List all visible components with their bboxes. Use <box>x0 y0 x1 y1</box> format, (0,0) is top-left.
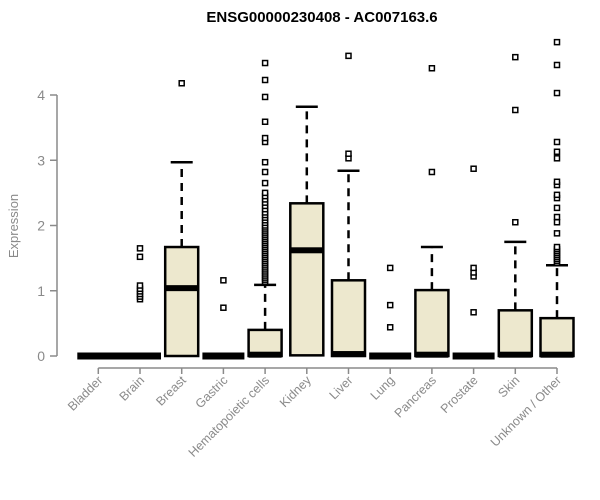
x-tick-label: Bladder <box>65 373 105 413</box>
outlier-point <box>470 309 477 316</box>
outlier-point <box>553 230 561 237</box>
outlier-point <box>512 53 519 61</box>
outlier-point <box>428 64 436 72</box>
outlier-point <box>345 150 352 157</box>
outlier-point <box>553 148 561 156</box>
outlier-point <box>512 106 519 114</box>
box-Pancreas <box>414 288 450 358</box>
x-tick-label: Prostate <box>438 373 481 416</box>
outlier-point <box>386 324 394 331</box>
x-tick-label: Hematopoietic cells <box>186 373 273 460</box>
outlier-point <box>261 59 269 67</box>
box-Skin <box>497 309 534 358</box>
median-line <box>290 247 324 254</box>
box-Kidney <box>289 202 325 357</box>
outlier-point <box>261 189 269 197</box>
x-tick-label: Lung <box>368 373 398 403</box>
y-tick-label: 4 <box>37 87 45 103</box>
x-tick-label: Gastric <box>193 373 231 411</box>
outlier-point <box>553 213 561 221</box>
outlier-point <box>220 277 227 284</box>
box-Liver <box>330 279 367 358</box>
box-Unknown / Other <box>539 316 575 358</box>
plot-area: 0 1 2 3 4 Bladder Brain Breast GastricHematopoie… <box>37 38 575 460</box>
y-tick-label: 0 <box>37 348 45 364</box>
y-axis-label: Expression <box>6 194 21 258</box>
chart-title: ENSG00000230408 - AC007163.6 <box>206 9 437 26</box>
outlier-point <box>261 179 269 187</box>
outlier-point <box>512 218 519 226</box>
x-tick-label: Skin <box>495 373 522 400</box>
flat-box-Prostate <box>452 352 495 360</box>
flat-box-Lung <box>369 352 412 360</box>
flat-box-Gastric <box>202 352 245 360</box>
outlier-point <box>136 253 144 261</box>
outlier-point <box>261 76 269 84</box>
median-line <box>332 351 365 358</box>
median-line <box>248 351 282 358</box>
median-line <box>498 351 532 358</box>
x-tick-label: Kidney <box>277 373 314 410</box>
outlier-point <box>261 118 269 126</box>
outlier-point <box>553 38 561 46</box>
x-tick-label: Liver <box>327 373 356 402</box>
outlier-point <box>470 264 477 272</box>
median-line <box>165 285 199 292</box>
outlier-point <box>428 168 436 176</box>
outlier-point <box>261 134 269 142</box>
x-tick-label: Unknown / Other <box>488 373 564 449</box>
outlier-point <box>220 304 227 311</box>
outlier-point <box>553 204 561 212</box>
outlier-point <box>345 52 352 60</box>
x-tick-label: Brain <box>117 373 148 404</box>
outlier-point <box>386 264 394 272</box>
outlier-point <box>470 165 477 172</box>
median-line <box>540 351 574 358</box>
y-tick-label: 3 <box>37 152 45 168</box>
outlier-point <box>553 218 561 226</box>
outlier-point <box>261 158 269 166</box>
outlier-point <box>136 245 144 252</box>
outlier-point <box>261 93 269 101</box>
outlier-point <box>553 89 561 97</box>
outlier-point <box>178 80 185 87</box>
median-line <box>415 351 449 358</box>
y-tick-label: 1 <box>37 283 45 299</box>
x-tick-label: Pancreas <box>392 373 439 420</box>
outlier-point <box>261 168 269 176</box>
flat-box-Bladder <box>77 352 120 360</box>
x-tick-label: Breast <box>153 373 189 409</box>
outlier-point <box>553 243 561 251</box>
outlier-point <box>553 61 561 69</box>
box-Breast <box>163 245 200 358</box>
outlier-point <box>553 138 561 146</box>
y-tick-label: 2 <box>37 218 45 234</box>
outlier-point <box>386 301 394 309</box>
flat-box-Brain <box>119 352 161 360</box>
outlier-point <box>553 155 561 162</box>
outlier-point <box>553 191 561 199</box>
outlier-point <box>553 178 561 186</box>
outlier-point <box>136 282 144 289</box>
